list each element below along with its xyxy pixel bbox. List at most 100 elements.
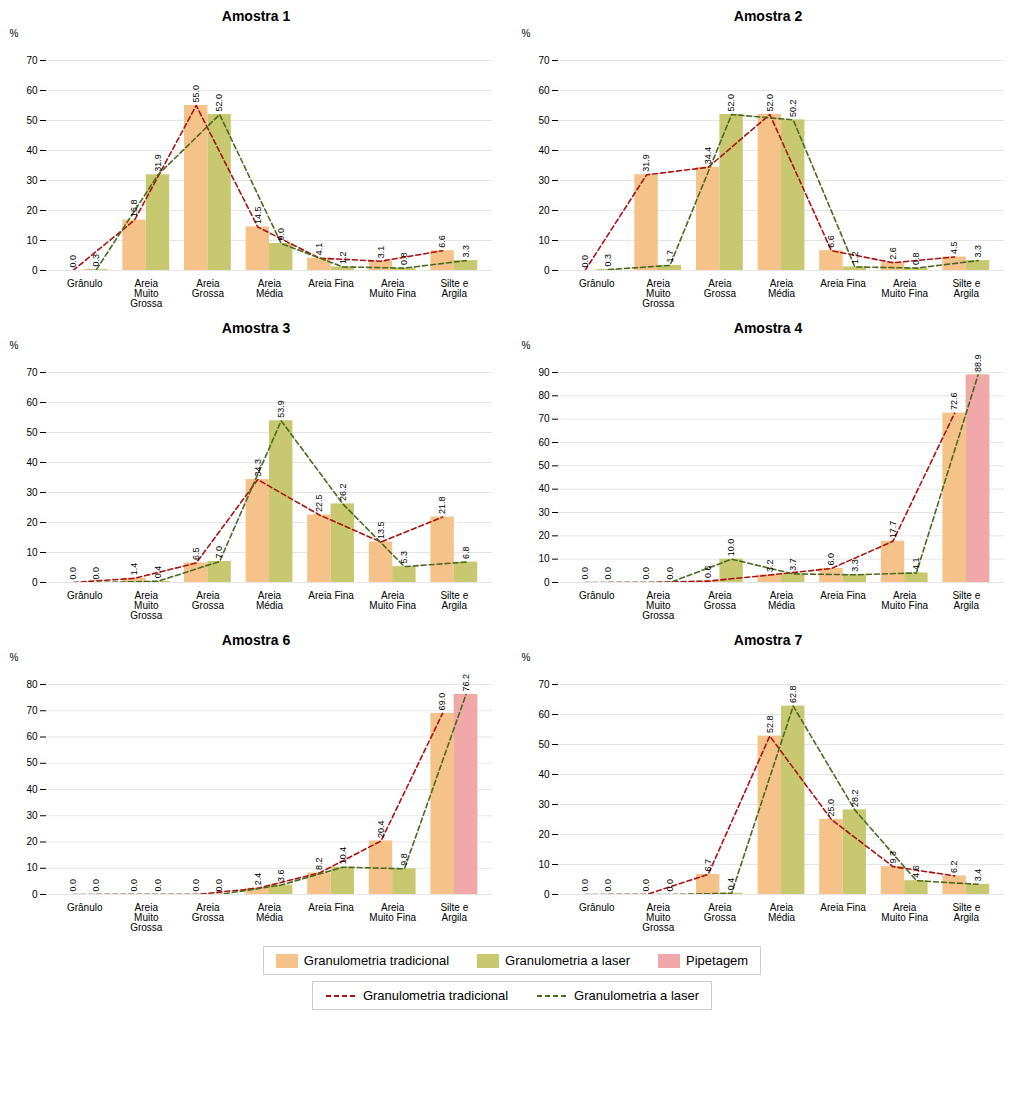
svg-text:50: 50 [538,739,550,750]
svg-text:0.0: 0.0 [665,567,675,580]
svg-text:0.0: 0.0 [641,879,651,892]
svg-text:60: 60 [538,709,550,720]
svg-text:Grânulo: Grânulo [67,902,103,913]
svg-text:%: % [10,28,19,39]
svg-text:Areia Fina: Areia Fina [308,590,354,601]
svg-text:9.3: 9.3 [888,851,898,864]
svg-text:0.3: 0.3 [91,254,101,267]
svg-text:10: 10 [26,862,38,873]
svg-text:6.0: 6.0 [826,553,836,566]
svg-text:AreiaMuitoGrossa: AreiaMuitoGrossa [130,278,163,309]
svg-text:AreiaMédia: AreiaMédia [768,278,796,299]
svg-text:0.0: 0.0 [641,567,651,580]
svg-text:52.8: 52.8 [765,716,775,734]
svg-text:0.0: 0.0 [68,255,78,268]
svg-text:30: 30 [538,507,550,518]
svg-text:0: 0 [544,577,550,588]
svg-text:AreiaMuito Fina: AreiaMuito Fina [369,278,416,299]
svg-text:52.0: 52.0 [726,94,736,112]
svg-text:0.0: 0.0 [580,879,590,892]
svg-text:Areia Fina: Areia Fina [820,902,866,913]
svg-text:28.2: 28.2 [850,789,860,807]
svg-text:4.5: 4.5 [949,241,959,254]
svg-text:80: 80 [538,390,550,401]
svg-text:50: 50 [538,115,550,126]
svg-text:5.3: 5.3 [399,551,409,564]
svg-text:52.0: 52.0 [765,94,775,112]
svg-text:%: % [10,652,19,663]
svg-text:76.2: 76.2 [461,674,471,692]
svg-text:40: 40 [538,769,550,780]
svg-text:2.6: 2.6 [888,247,898,260]
svg-text:AreiaMuito Fina: AreiaMuito Fina [881,902,928,923]
svg-text:10: 10 [26,547,38,558]
svg-text:Areia Fina: Areia Fina [820,278,866,289]
svg-text:0.0: 0.0 [68,567,78,580]
svg-text:60: 60 [538,437,550,448]
svg-text:70: 70 [26,55,38,66]
svg-text:17.7: 17.7 [888,521,898,539]
svg-text:70: 70 [26,705,38,716]
svg-text:60: 60 [26,397,38,408]
svg-text:Areia Fina: Areia Fina [308,278,354,289]
svg-text:0.0: 0.0 [214,879,224,892]
svg-text:10: 10 [538,859,550,870]
svg-text:3.3: 3.3 [461,245,471,258]
svg-text:AreiaMédia: AreiaMédia [256,590,284,611]
svg-text:4.6: 4.6 [911,865,921,878]
svg-text:20: 20 [26,517,38,528]
svg-text:10.0: 10.0 [726,539,736,557]
svg-text:10: 10 [26,235,38,246]
svg-text:80: 80 [26,679,38,690]
svg-text:40: 40 [26,784,38,795]
svg-text:0: 0 [32,889,38,900]
svg-text:AreiaMédia: AreiaMédia [256,278,284,299]
svg-text:1.2: 1.2 [338,251,348,264]
svg-text:60: 60 [26,85,38,96]
svg-text:34.3: 34.3 [253,459,263,477]
svg-text:0.8: 0.8 [911,253,921,266]
svg-text:AreiaMuito Fina: AreiaMuito Fina [369,590,416,611]
svg-text:20: 20 [538,205,550,216]
svg-text:50: 50 [26,757,38,768]
svg-text:0: 0 [544,889,550,900]
svg-text:30: 30 [26,810,38,821]
svg-text:3.1: 3.1 [376,246,386,259]
svg-text:3.4: 3.4 [973,869,983,882]
svg-text:%: % [522,28,531,39]
svg-text:70: 70 [538,679,550,690]
svg-text:30: 30 [26,487,38,498]
svg-text:21.8: 21.8 [437,497,447,515]
svg-text:AreiaGrossa: AreiaGrossa [192,590,225,611]
svg-text:30: 30 [26,175,38,186]
svg-text:0.0: 0.0 [153,879,163,892]
svg-text:70: 70 [538,55,550,66]
svg-text:13.5: 13.5 [376,521,386,539]
svg-text:50: 50 [26,427,38,438]
svg-text:60: 60 [26,731,38,742]
svg-text:50.2: 50.2 [788,99,798,117]
svg-text:Areia Fina: Areia Fina [308,902,354,913]
svg-text:AreiaMuito Fina: AreiaMuito Fina [881,590,928,611]
svg-text:Silte eArgila: Silte eArgila [952,278,980,299]
svg-text:Silte eArgila: Silte eArgila [440,590,468,611]
svg-text:0: 0 [544,265,550,276]
svg-text:AreiaMuitoGrossa: AreiaMuitoGrossa [642,590,675,621]
svg-text:3.3: 3.3 [973,245,983,258]
svg-text:69.0: 69.0 [437,693,447,711]
svg-text:4.1: 4.1 [314,243,324,256]
svg-text:30: 30 [538,799,550,810]
svg-text:%: % [10,340,19,351]
svg-text:0: 0 [32,265,38,276]
svg-text:6.8: 6.8 [461,547,471,560]
svg-text:10: 10 [538,235,550,246]
svg-text:40: 40 [538,483,550,494]
svg-text:0.0: 0.0 [91,567,101,580]
svg-text:%: % [522,340,531,351]
svg-text:62.8: 62.8 [788,686,798,704]
svg-text:0.0: 0.0 [91,879,101,892]
svg-text:3.3: 3.3 [850,559,860,572]
svg-text:6.2: 6.2 [949,860,959,873]
svg-text:3.6: 3.6 [276,870,286,883]
svg-text:9.8: 9.8 [399,853,409,866]
